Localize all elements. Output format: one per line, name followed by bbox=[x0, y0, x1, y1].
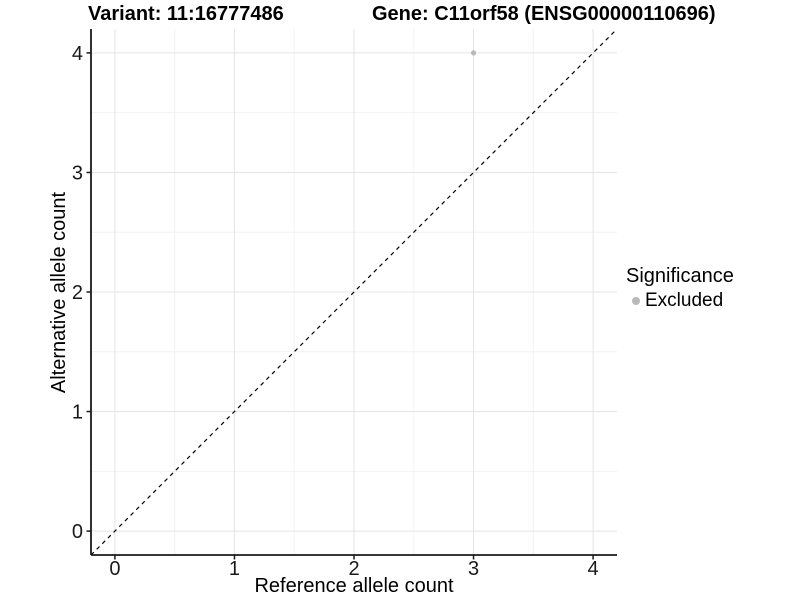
y-axis-title: Alternative allele count bbox=[48, 191, 71, 393]
variant-title: Variant: 11:16777486 bbox=[88, 3, 284, 25]
y-tick-label: 2 bbox=[72, 282, 83, 304]
data-point-excluded bbox=[470, 50, 477, 56]
legend-title: Significance bbox=[626, 265, 734, 287]
identity-dashed-line bbox=[90, 28, 618, 556]
x-tick-label: 0 bbox=[109, 558, 120, 580]
x-axis-title: Reference allele count bbox=[254, 575, 454, 597]
x-tick-label: 3 bbox=[468, 558, 479, 580]
y-tick-label: 0 bbox=[72, 521, 83, 543]
y-tick-label: 1 bbox=[72, 402, 83, 424]
y-tick-label: 3 bbox=[72, 162, 83, 184]
excluded-point-icon bbox=[632, 297, 640, 305]
y-tick-label: 4 bbox=[72, 43, 83, 65]
legend: Significance Excluded bbox=[626, 265, 734, 312]
legend-entry-excluded: Excluded bbox=[626, 290, 734, 312]
legend-entry-label: Excluded bbox=[645, 290, 724, 311]
gene-title: Gene: C11orf58 (ENSG00000110696) bbox=[372, 3, 716, 25]
x-tick-label: 2 bbox=[348, 558, 359, 580]
x-tick-label: 1 bbox=[229, 558, 240, 580]
y-axis-title-area: Alternative allele count bbox=[46, 29, 74, 555]
x-tick-label: 4 bbox=[588, 558, 599, 580]
